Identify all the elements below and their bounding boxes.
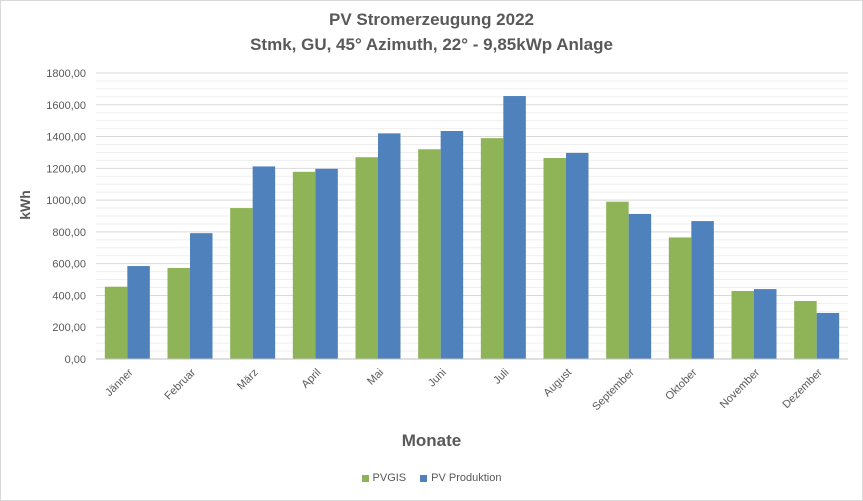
bar-pv-produktion (252, 166, 276, 359)
bar-pv-produktion (378, 133, 401, 359)
legend-item-pvgis: PVGIS (361, 472, 407, 484)
bar-pvgis (167, 267, 190, 359)
x-tick-label: Februar (162, 366, 198, 402)
x-tick-label: Jänner (103, 366, 136, 399)
legend-swatch-pv-produktion (420, 474, 428, 482)
bar-pv-produktion (440, 130, 464, 359)
legend-label-pv-produktion: PV Produktion (431, 472, 502, 484)
bar-pv-produktion (190, 233, 213, 359)
bar-pvgis (731, 290, 754, 359)
x-tick-label: Mai (365, 367, 386, 388)
bar-pv-produktion (566, 152, 589, 359)
y-tick-label: 1000,00 (46, 195, 86, 207)
x-tick-label: September (590, 366, 637, 413)
bar-pvgis (606, 201, 629, 359)
bar-pvgis (480, 138, 504, 359)
x-tick-label: November (718, 366, 763, 411)
x-axis-label: Monate (401, 431, 462, 450)
y-tick-label: 600,00 (52, 259, 86, 271)
legend-swatch-pvgis (361, 474, 369, 482)
bar-pvgis (668, 237, 692, 359)
y-tick-label: 400,00 (52, 290, 86, 302)
bar-pvgis (543, 158, 566, 359)
y-tick-label: 800,00 (52, 227, 86, 239)
x-tick-label: Dezember (780, 366, 825, 411)
y-tick-label: 1800,00 (46, 68, 86, 80)
bar-pv-produktion (628, 213, 652, 359)
chart-title: PV Stromerzeugung 2022 (328, 10, 534, 29)
y-tick-label: 1200,00 (46, 163, 86, 175)
bar-pv-produktion (754, 289, 777, 359)
bar-pvgis (355, 157, 378, 359)
x-tick-label: Oktober (663, 366, 699, 402)
bar-pvgis (104, 286, 128, 359)
chart-subtitle: Stmk, GU, 45° Azimuth, 22° - 9,85kWp Anl… (250, 35, 613, 54)
y-tick-label: 200,00 (52, 322, 86, 334)
bar-pvgis (230, 208, 253, 359)
bar-pvgis (794, 301, 817, 359)
x-tick-label: August (541, 367, 574, 400)
bar-pv-produktion (816, 312, 840, 359)
y-tick-label: 1400,00 (46, 132, 86, 144)
y-tick-label: 1600,00 (46, 100, 86, 112)
legend: PVGIS PV Produktion (0, 472, 863, 484)
legend-item-pv-produktion: PV Produktion (420, 472, 501, 484)
y-tick-label: 0,00 (65, 354, 86, 366)
bar-pv-produktion (691, 221, 714, 359)
bar-pvgis (292, 171, 316, 359)
x-tick-label: März (235, 367, 261, 393)
bar-pv-produktion (127, 266, 150, 359)
x-tick-label: Juli (491, 367, 511, 387)
x-tick-label: April (299, 367, 323, 391)
x-tick-label: Juni (426, 367, 449, 390)
bar-pv-produktion (503, 96, 526, 360)
bar-pvgis (418, 149, 441, 359)
bar-pv-produktion (315, 168, 338, 359)
legend-label-pvgis: PVGIS (372, 472, 407, 484)
